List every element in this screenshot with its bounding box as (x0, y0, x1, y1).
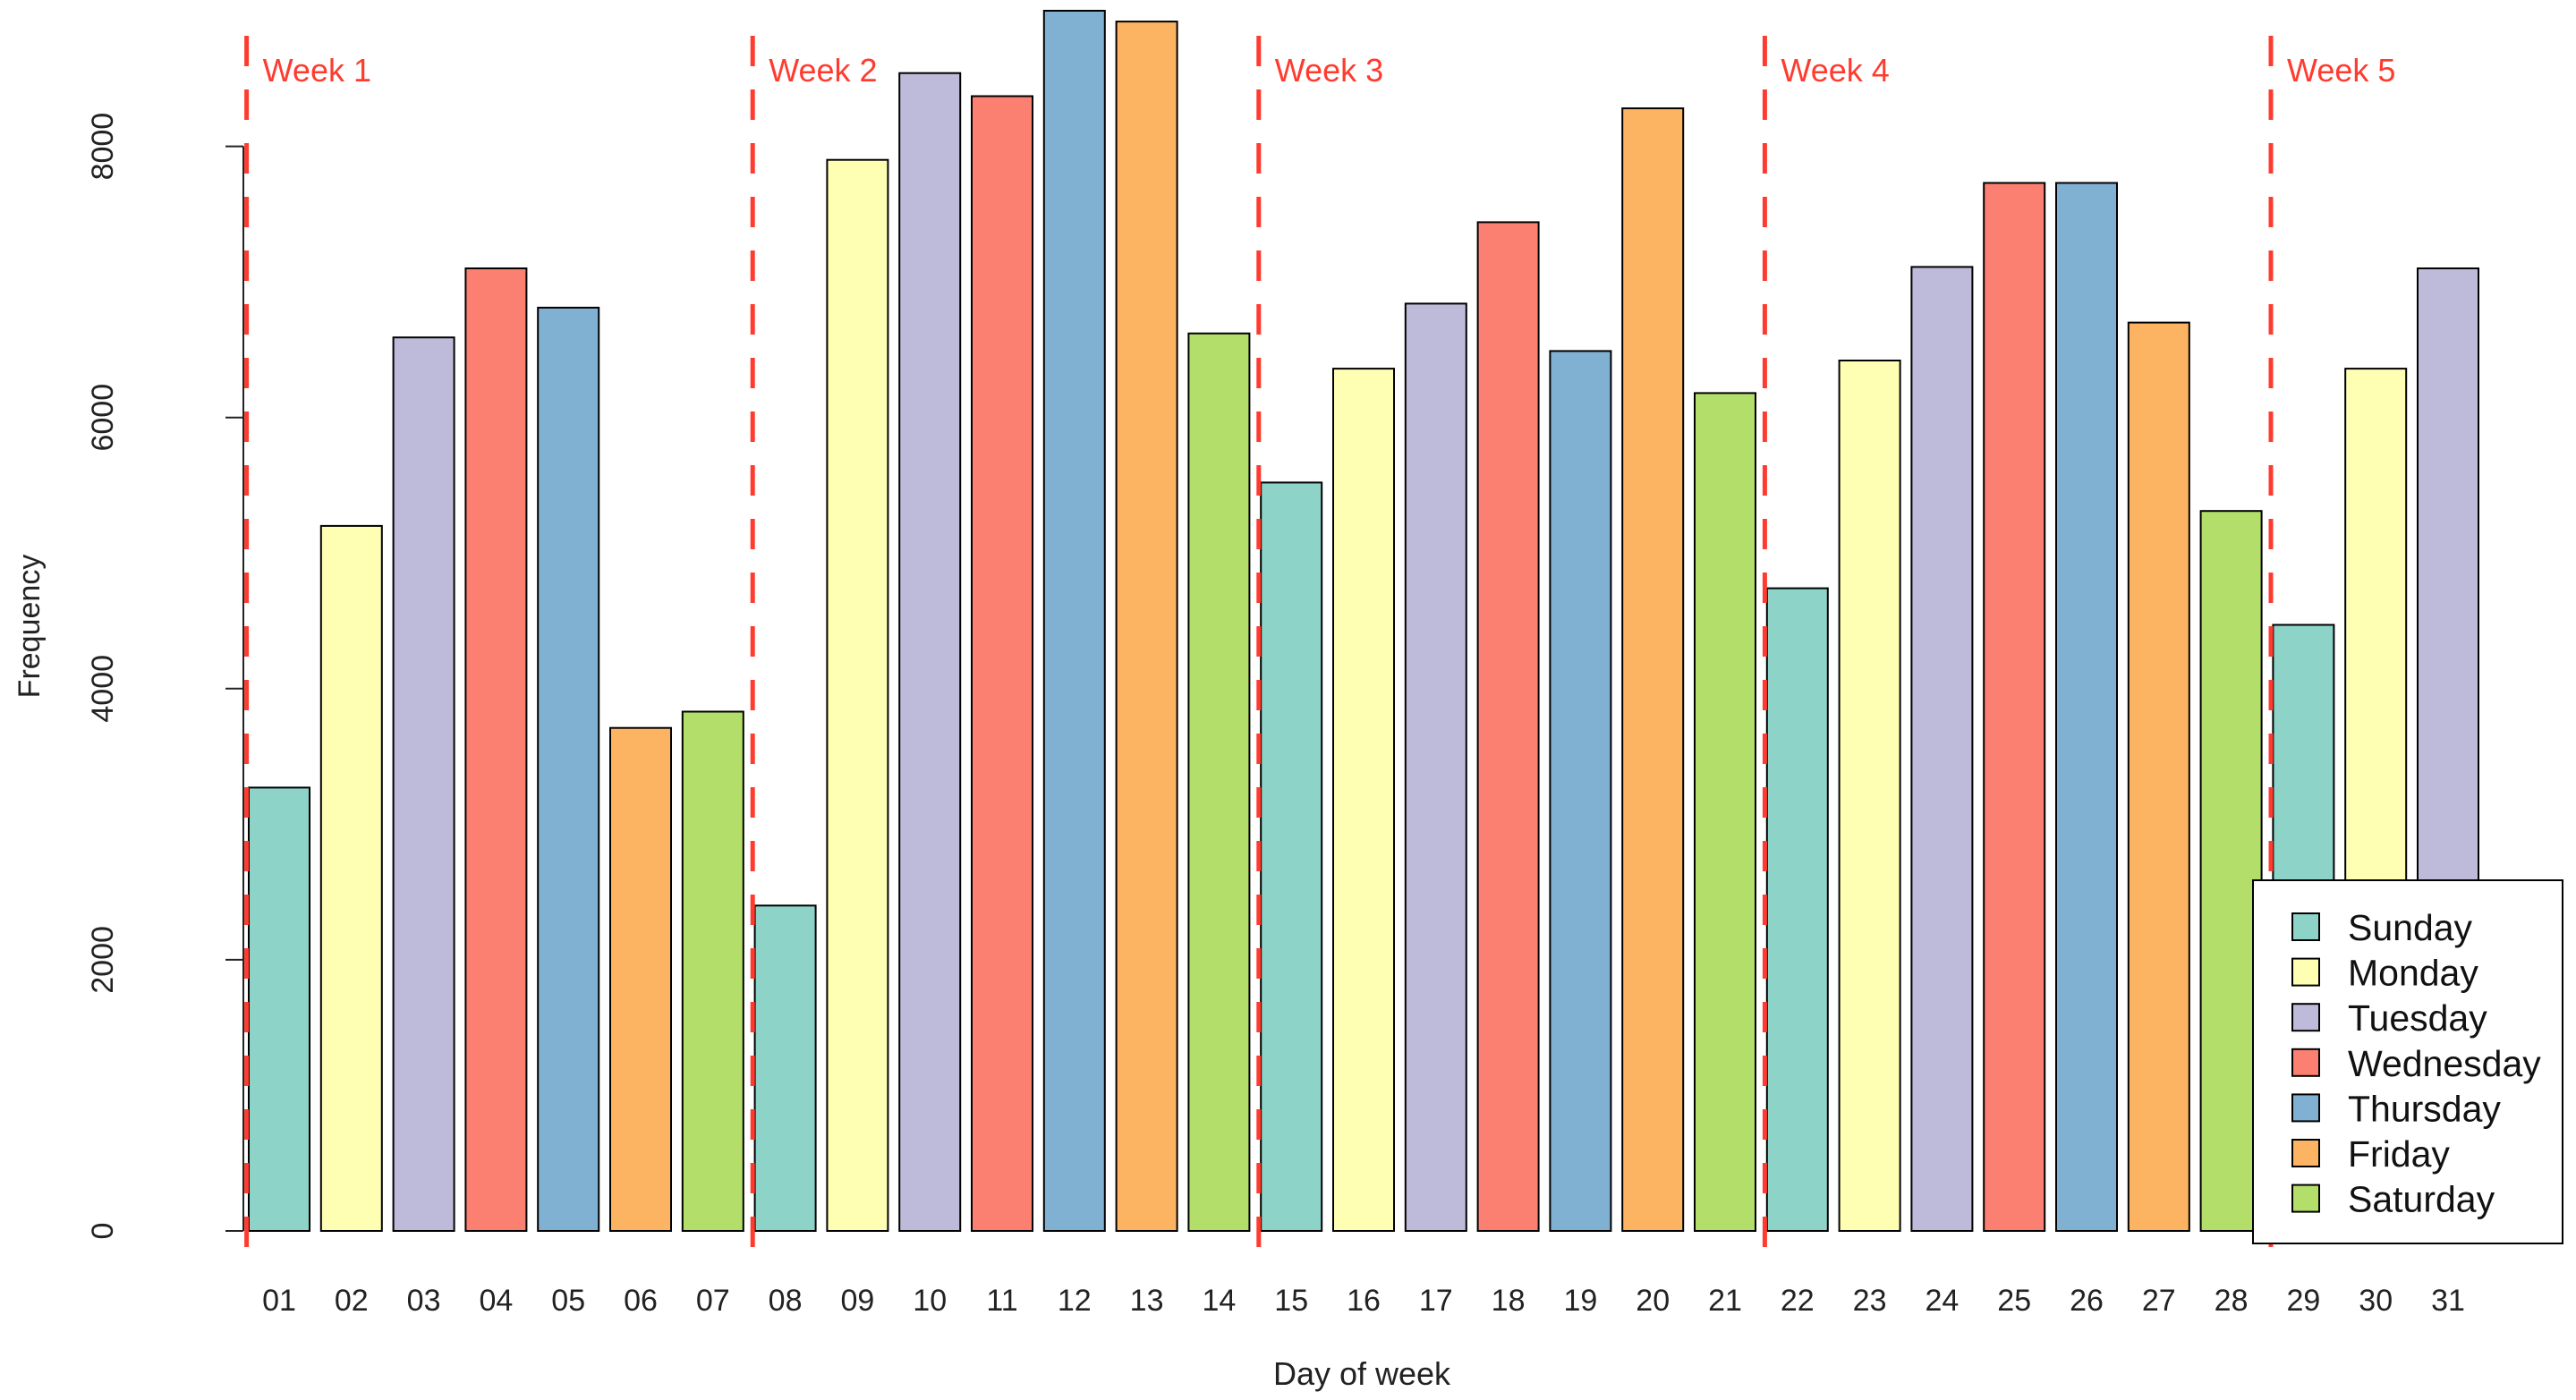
week-label-2: Week 2 (769, 52, 877, 89)
x-tick-label-02: 02 (335, 1284, 369, 1318)
x-tick-label-25: 25 (1997, 1284, 2031, 1318)
bar-day-07 (681, 710, 744, 1232)
bar-day-13 (1115, 21, 1178, 1233)
legend-label-sunday: Sunday (2348, 907, 2473, 948)
legend-label-tuesday: Tuesday (2348, 997, 2487, 1039)
legend-label-wednesday: Wednesday (2348, 1043, 2541, 1084)
x-tick-label-11: 11 (986, 1284, 1017, 1318)
x-tick-label-24: 24 (1925, 1284, 1959, 1318)
x-tick-label-07: 07 (696, 1284, 730, 1318)
bar-day-27 (2127, 321, 2190, 1233)
legend-swatch-wednesday (2291, 1048, 2320, 1077)
bars-layer (248, 10, 2479, 1233)
x-tick-label-04: 04 (479, 1284, 513, 1318)
legend-swatch-tuesday (2291, 1003, 2320, 1032)
bar-day-23 (1838, 360, 1901, 1232)
bar-day-01 (248, 786, 310, 1233)
x-tick-label-28: 28 (2215, 1284, 2249, 1318)
bar-day-08 (753, 904, 817, 1232)
x-tick-label-23: 23 (1853, 1284, 1887, 1318)
x-tick-label-21: 21 (1708, 1284, 1742, 1318)
y-tick-label-0: 0 (86, 1223, 120, 1240)
bar-day-03 (392, 336, 455, 1232)
x-tick-label-06: 06 (624, 1284, 658, 1318)
x-tick-label-09: 09 (840, 1284, 874, 1318)
x-tick-label-29: 29 (2286, 1284, 2320, 1318)
legend-label-saturday: Saturday (2348, 1179, 2495, 1220)
x-tick-label-16: 16 (1347, 1284, 1381, 1318)
x-tick-label-17: 17 (1419, 1284, 1453, 1318)
bar-day-19 (1549, 350, 1612, 1232)
bar-day-06 (609, 726, 672, 1232)
week-label-5: Week 5 (2287, 52, 2395, 89)
bar-day-21 (1694, 392, 1756, 1232)
week-label-1: Week 1 (263, 52, 371, 89)
week-label-3: Week 3 (1275, 52, 1383, 89)
y-tick-label-4000: 4000 (86, 655, 120, 723)
x-tick-label-18: 18 (1492, 1284, 1526, 1318)
legend-swatch-saturday (2291, 1184, 2320, 1213)
x-tick-label-27: 27 (2142, 1284, 2176, 1318)
x-tick-label-22: 22 (1781, 1284, 1815, 1318)
bar-day-09 (826, 158, 889, 1233)
week-label-4: Week 4 (1781, 52, 1889, 89)
x-tick-label-30: 30 (2359, 1284, 2393, 1318)
bar-day-14 (1187, 332, 1251, 1232)
x-tick-label-14: 14 (1202, 1284, 1236, 1318)
y-axis-title: Frequency (13, 555, 47, 699)
x-tick-label-03: 03 (407, 1284, 441, 1318)
legend-swatch-thursday (2291, 1093, 2320, 1123)
x-tick-label-13: 13 (1130, 1284, 1164, 1318)
x-tick-label-12: 12 (1058, 1284, 1092, 1318)
bar-day-28 (2199, 510, 2263, 1232)
bar-day-22 (1765, 587, 1829, 1232)
x-tick-label-01: 01 (262, 1284, 296, 1318)
legend-label-monday: Monday (2348, 953, 2478, 994)
x-tick-label-31: 31 (2431, 1284, 2465, 1318)
legend-swatch-sunday (2291, 912, 2320, 941)
x-tick-label-26: 26 (2070, 1284, 2104, 1318)
bar-day-25 (1983, 182, 2046, 1232)
bar-day-20 (1621, 107, 1685, 1233)
legend-label-friday: Friday (2348, 1133, 2450, 1175)
bar-day-05 (537, 306, 600, 1232)
y-tick-label-8000: 8000 (86, 113, 120, 181)
bar-day-17 (1404, 302, 1467, 1232)
x-tick-label-10: 10 (913, 1284, 947, 1318)
bar-day-24 (1910, 266, 1974, 1232)
bar-day-18 (1476, 221, 1540, 1232)
bar-day-10 (898, 72, 962, 1233)
bar-day-11 (971, 95, 1033, 1232)
y-tick-label-6000: 6000 (86, 384, 120, 452)
y-tick-label-2000: 2000 (86, 926, 120, 994)
x-tick-label-20: 20 (1636, 1284, 1670, 1318)
legend-swatch-friday (2291, 1139, 2320, 1167)
bar-day-04 (464, 267, 528, 1232)
x-tick-label-19: 19 (1563, 1284, 1597, 1318)
legend: Sunday MondayTuesdayWednesdayThursdayFrid… (2252, 879, 2563, 1244)
bar-day-15 (1260, 481, 1323, 1232)
x-tick-label-05: 05 (551, 1284, 585, 1318)
legend-label-thursday: Thursday (2348, 1088, 2501, 1129)
bar-day-16 (1332, 368, 1395, 1233)
legend-swatch-monday (2291, 957, 2320, 987)
x-tick-label-15: 15 (1274, 1284, 1308, 1318)
bar-day-12 (1042, 10, 1106, 1232)
bar-day-02 (319, 524, 383, 1232)
x-axis-title: Day of week (1273, 1355, 1451, 1392)
bar-day-26 (2055, 182, 2118, 1232)
axes-layer: 01 02 03 04 05 06 07 08 09 10 11 12 13 14 15 16 17 18 19 20… (13, 113, 2465, 1392)
x-tick-label-08: 08 (769, 1284, 803, 1318)
